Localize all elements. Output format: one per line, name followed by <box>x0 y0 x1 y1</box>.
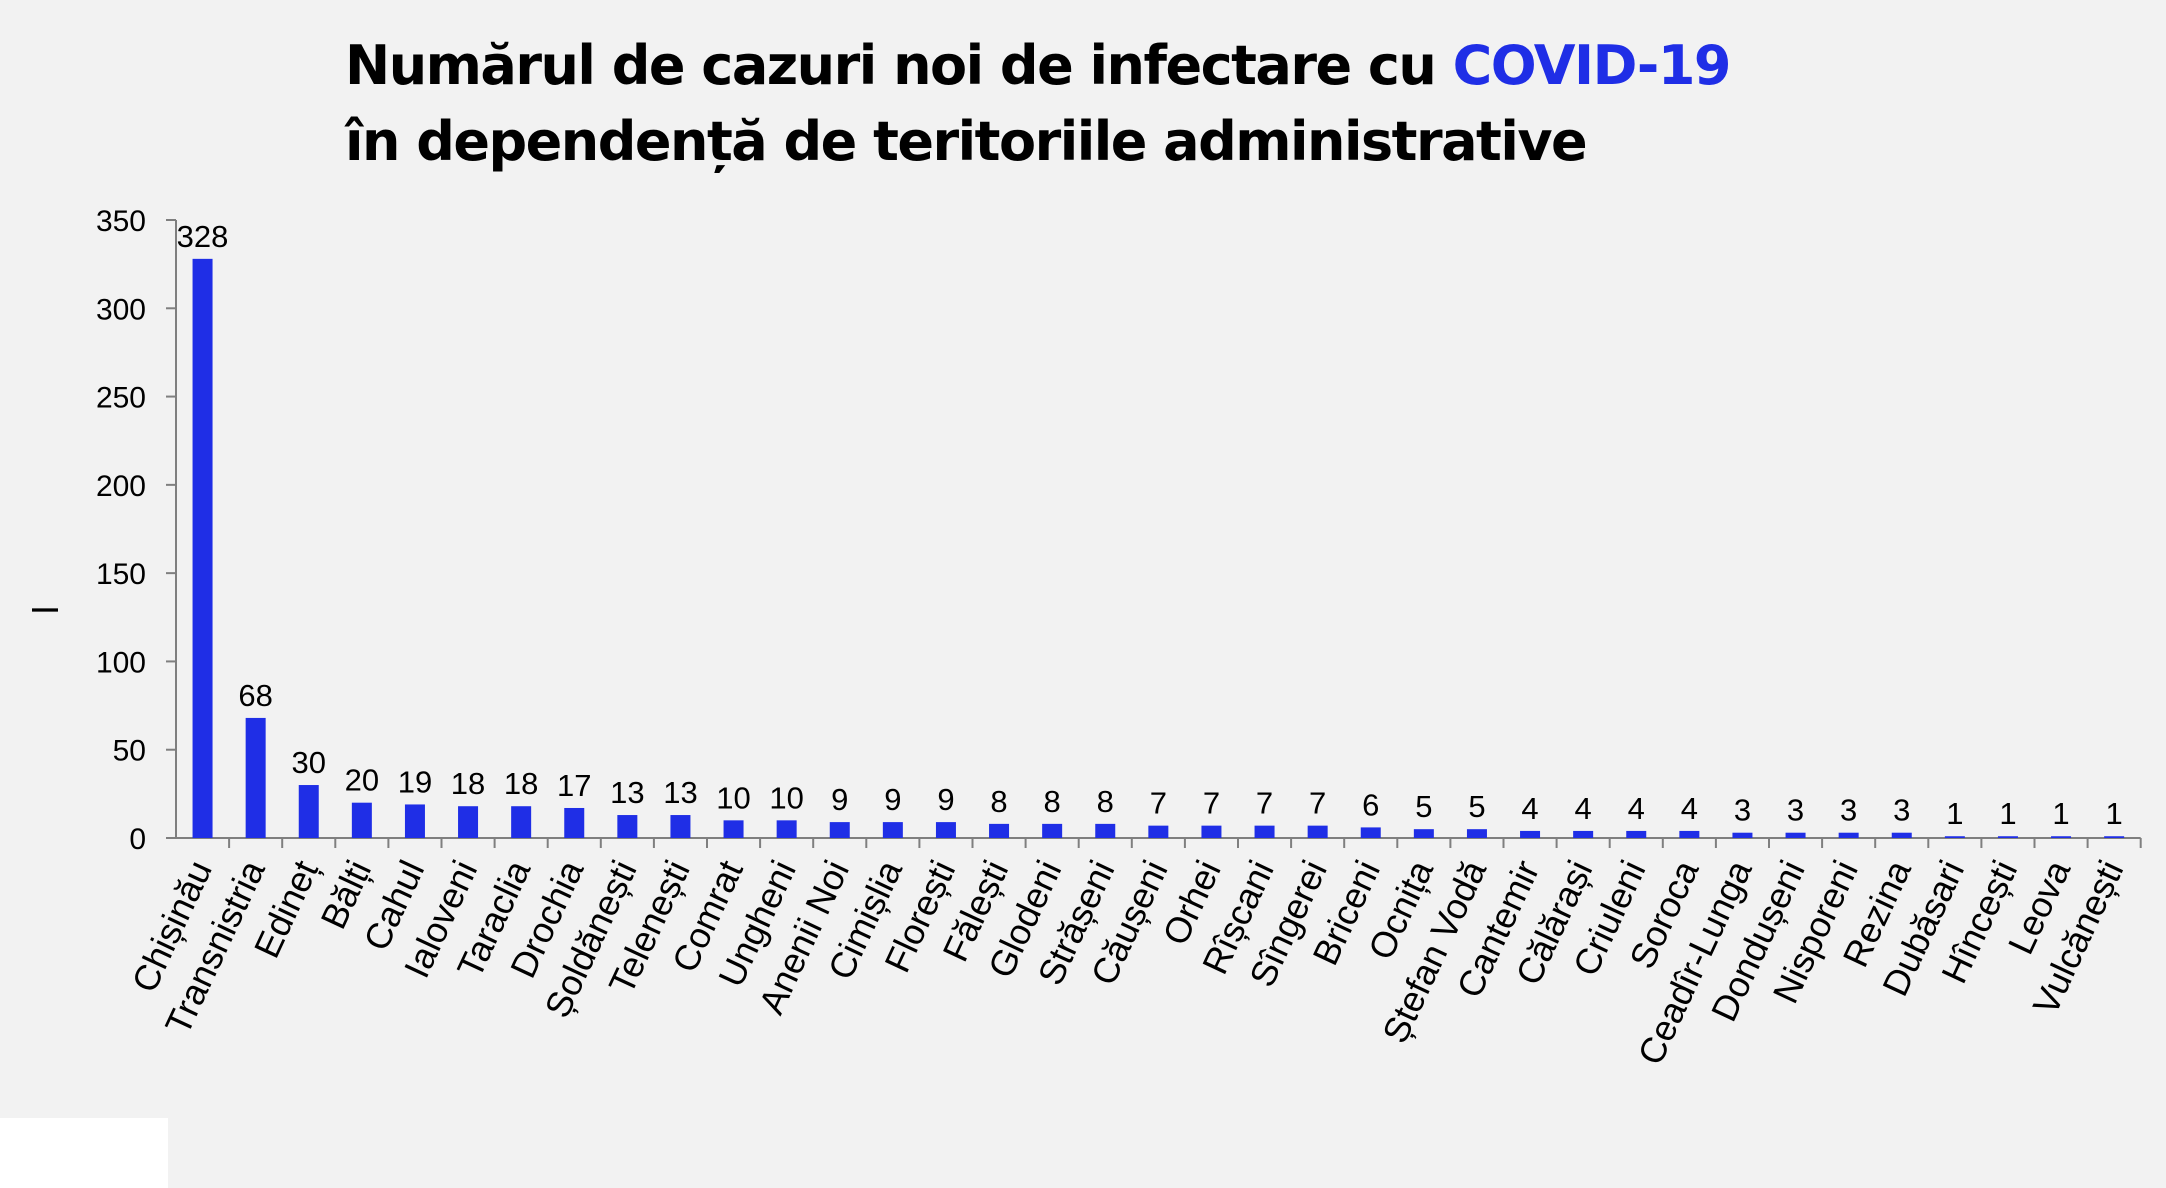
chart-title-line2: în dependență de teritoriile administrat… <box>345 110 1588 173</box>
bar <box>1360 827 1381 838</box>
data-label: 6 <box>1362 787 1379 822</box>
data-label: 1 <box>1946 796 1963 831</box>
bar <box>1732 832 1753 838</box>
bar <box>1838 832 1859 838</box>
chart-title: Numărul de cazuri noi de infectare cu CO… <box>345 28 1732 180</box>
bar <box>670 815 691 838</box>
data-label: 1 <box>2052 796 2069 831</box>
data-label: 9 <box>831 782 848 817</box>
data-label: 7 <box>1309 786 1326 821</box>
y-axis: 0 50 100 150 200 250 300 350 <box>96 205 2142 856</box>
bar <box>351 802 372 838</box>
bar <box>1785 832 1806 838</box>
bar <box>564 807 585 838</box>
chart-title-accent: COVID-19 <box>1452 34 1732 97</box>
bar <box>1944 836 1965 838</box>
y-tick-label: 350 <box>96 205 146 238</box>
bar <box>245 717 266 838</box>
y-tick-label: 250 <box>96 382 146 415</box>
bar <box>1254 825 1275 838</box>
bars-group <box>192 258 2125 838</box>
data-label: 3 <box>1840 793 1857 828</box>
bar <box>1891 832 1912 838</box>
bar <box>1626 830 1647 838</box>
data-label: 18 <box>451 766 485 801</box>
bar <box>829 822 850 838</box>
data-label: 9 <box>937 782 954 817</box>
bar <box>404 804 425 838</box>
bar <box>511 806 532 838</box>
bar <box>1520 830 1541 838</box>
data-label: 30 <box>292 745 326 780</box>
bar <box>1095 823 1116 838</box>
y-tick-label: 100 <box>96 646 146 679</box>
data-label: 68 <box>238 678 272 713</box>
data-label: 19 <box>398 764 432 799</box>
data-label: 13 <box>663 775 697 810</box>
y-tick-label: 300 <box>96 293 146 326</box>
bar <box>1148 825 1169 838</box>
bar <box>617 815 638 838</box>
y-tick-label: 0 <box>129 823 146 856</box>
bar <box>776 820 797 838</box>
data-label: 8 <box>1097 784 1114 819</box>
data-label: 3 <box>1787 793 1804 828</box>
data-label: 328 <box>177 219 229 254</box>
data-label: 4 <box>1681 791 1698 826</box>
bar <box>723 820 744 838</box>
bar <box>1997 836 2018 838</box>
bar <box>2104 836 2125 838</box>
bar <box>935 822 956 838</box>
data-label: 7 <box>1150 786 1167 821</box>
chart-title-line1: Numărul de cazuri noi de infectare cu CO… <box>345 34 1732 97</box>
data-label: 5 <box>1468 789 1485 824</box>
chart-title-main: Numărul de cazuri noi de infectare cu <box>345 34 1453 97</box>
bar <box>1201 825 1222 838</box>
data-label: 4 <box>1628 791 1645 826</box>
data-label: 7 <box>1203 786 1220 821</box>
data-label: 5 <box>1415 789 1432 824</box>
bar <box>458 806 479 838</box>
data-label: 4 <box>1575 791 1592 826</box>
y-tick-label: 150 <box>96 558 146 591</box>
bar <box>1307 825 1328 838</box>
data-label: 7 <box>1256 786 1273 821</box>
bar <box>192 258 213 838</box>
data-label: 1 <box>1999 796 2016 831</box>
bar <box>1573 830 1594 838</box>
bar <box>1466 829 1487 838</box>
data-label: 10 <box>716 780 750 815</box>
x-tick-labels-group: ChișinăuTransnistriaEdinețBălțiCahulIalo… <box>123 853 2131 1071</box>
bar <box>2051 836 2072 838</box>
data-label: 3 <box>1893 793 1910 828</box>
data-label: 1 <box>2106 796 2123 831</box>
data-label: 13 <box>610 775 644 810</box>
y-tick-label: 200 <box>96 470 146 503</box>
y-tick-label: 50 <box>113 735 146 768</box>
bar <box>298 785 319 838</box>
y-axis-label: l <box>25 606 66 614</box>
bar <box>1679 830 1700 838</box>
bar <box>1042 823 1063 838</box>
data-label: 18 <box>504 766 538 801</box>
data-label: 3 <box>1734 793 1751 828</box>
data-label: 17 <box>557 768 591 803</box>
bar <box>882 822 903 838</box>
data-label: 4 <box>1521 791 1538 826</box>
bar <box>989 823 1010 838</box>
bar <box>1413 829 1434 838</box>
data-label: 10 <box>769 780 803 815</box>
data-label: 8 <box>990 784 1007 819</box>
data-label: 9 <box>884 782 901 817</box>
corner-box <box>0 1118 168 1188</box>
data-label: 8 <box>1044 784 1061 819</box>
data-label: 20 <box>345 763 379 798</box>
